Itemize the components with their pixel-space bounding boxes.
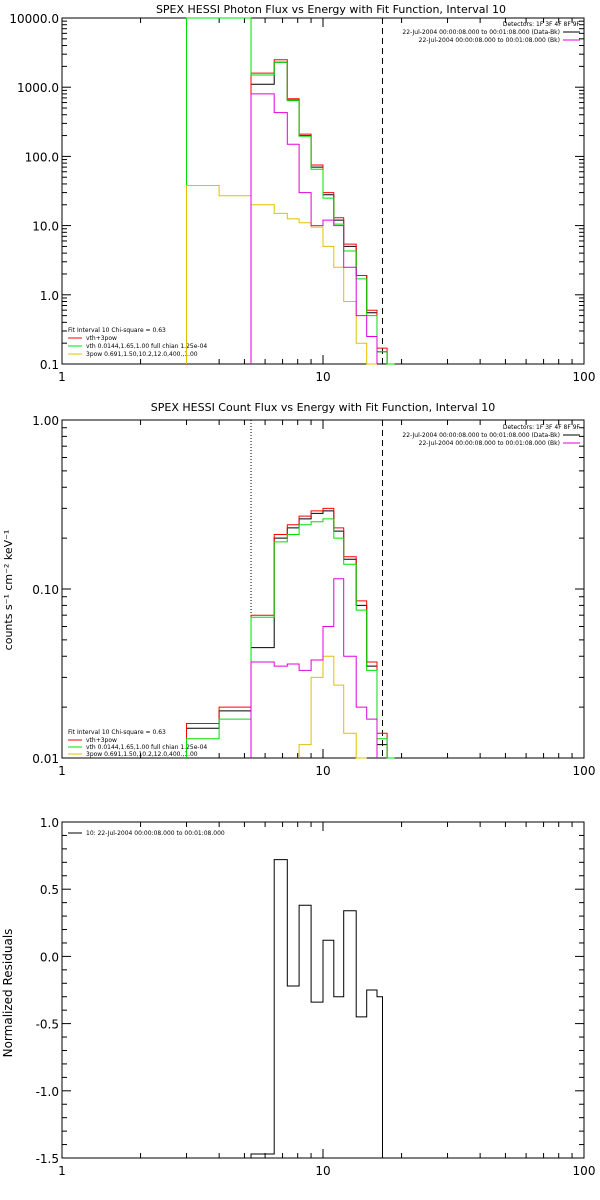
photon-legend-sum: vth+3pow (86, 335, 117, 342)
count-x-tick-label: 1 (58, 764, 66, 778)
photon-series-1 (250, 59, 395, 365)
residuals-x-tick-label: 10 (315, 1164, 330, 1178)
count-legend-sum: vth+3pow (86, 737, 117, 744)
photon-series-0 (250, 61, 395, 365)
residuals-legend: 10: 22-Jul-2004 00:00:08.000 to 00:01:08… (86, 830, 225, 837)
count-flux-panel: SPEX HESSI Count Flux vs Energy with Fit… (2, 401, 585, 759)
photon-panel-title: SPEX HESSI Photon Flux vs Energy with Fi… (156, 3, 506, 16)
photon-time-data-bk: 22-Jul-2004 00:00:08.000 to 00:01:08.000… (402, 29, 560, 36)
photon-y-tick-label: 10.0 (32, 220, 59, 234)
count-x-tick-label: 100 (573, 764, 596, 778)
residuals-x-tick-label: 1 (58, 1164, 66, 1178)
residuals-y-tick-label: -0.5 (36, 1018, 59, 1032)
count-series-0 (186, 510, 395, 759)
count-legend-3pow: 3pow 0.691,1.50,10.2,12.0,400.,1.00 (86, 751, 198, 758)
count-panel-title: SPEX HESSI Count Flux vs Energy with Fit… (151, 401, 495, 414)
photon-time-bk: 22-Jul-2004 00:00:08.000 to 00:01:08.000… (419, 37, 560, 44)
count-legend-header: Fit Interval 10 Chi-square = 0.63 (68, 729, 166, 736)
residuals-series-0 (250, 859, 383, 1158)
residuals-y-tick-label: -1.5 (36, 1152, 59, 1166)
photon-y-tick-label: 100.0 (25, 150, 59, 164)
count-plot-frame (61, 419, 585, 759)
photon-series-4 (250, 93, 378, 364)
count-series-1 (186, 507, 395, 759)
photon-y-tick-label: 1.0 (40, 289, 59, 303)
photon-y-tick-label: 10000.0 (9, 12, 59, 26)
count-series-2 (186, 518, 395, 759)
residuals-y-axis-label: Normalized Residuals (1, 929, 15, 1058)
photon-x-tick-label: 1 (58, 370, 66, 384)
count-time-data-bk: 22-Jul-2004 00:00:08.000 to 00:01:08.000… (402, 432, 560, 439)
photon-y-tick-label: 0.1 (40, 358, 59, 372)
count-x-tick-label: 10 (315, 764, 330, 778)
count-series-3 (298, 655, 367, 759)
photon-y-tick-label: 1000.0 (17, 81, 59, 95)
count-time-bk: 22-Jul-2004 00:00:08.000 to 00:01:08.000… (419, 440, 560, 447)
photon-series-2 (186, 17, 395, 365)
count-y-tick-label: 0.10 (32, 583, 59, 597)
residuals-y-tick-label: 0.5 (40, 883, 59, 897)
residuals-y-tick-label: 1.0 (40, 816, 59, 830)
photon-series-3 (186, 185, 377, 365)
residuals-x-tick-label: 100 (573, 1164, 596, 1178)
photon-x-tick-label: 100 (573, 370, 596, 384)
count-detectors-label: Detectors: 1F 3F 4F 8F 9F (503, 424, 581, 431)
photon-legend-3pow: 3pow 0.691,1.50,10.2,12.0,400.,1.00 (86, 351, 198, 358)
photon-legend-header: Fit Interval 10 Chi-square = 0.63 (68, 327, 166, 334)
count-y-axis-label: counts s⁻¹ cm⁻² keV⁻¹ (2, 530, 15, 651)
count-legend-vth: vth 0.0144,1.65,1.00 full chian 1.25e-04 (86, 744, 207, 751)
count-y-tick-label: 0.01 (32, 752, 59, 766)
residuals-y-tick-label: 0.0 (40, 950, 59, 964)
residuals-y-tick-label: -1.0 (36, 1085, 59, 1099)
photon-flux-panel: SPEX HESSI Photon Flux vs Energy with Fi… (61, 3, 585, 365)
count-y-tick-label: 1.00 (32, 414, 59, 428)
photon-x-tick-label: 10 (315, 370, 330, 384)
photon-legend-vth: vth 0.0144,1.65,1.00 full chian 1.25e-04 (86, 343, 207, 350)
count-series-4 (250, 578, 378, 758)
photon-detectors-label: Detectors: 1F 3F 4F 8F 9F (503, 21, 581, 28)
residuals-panel: Normalized Residuals 10: 22-Jul-2004 00:… (1, 821, 585, 1159)
